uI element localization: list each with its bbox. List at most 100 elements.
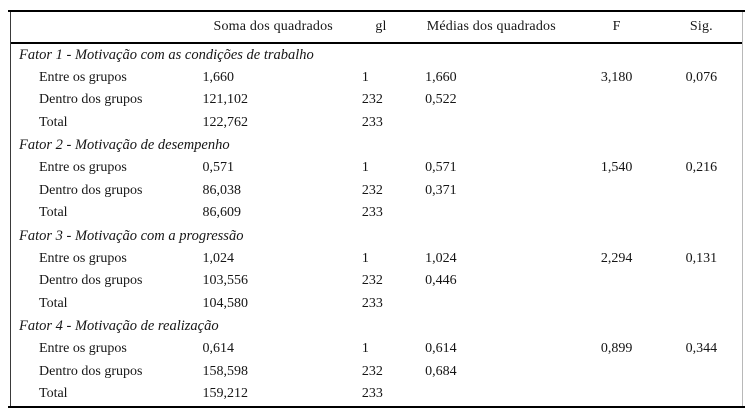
header-row: Soma dos quadrados gl Médias dos quadrad… <box>11 12 742 44</box>
cell-medias: 0,614 <box>425 341 457 357</box>
cell-f <box>573 89 661 112</box>
section-title-row: Fator 3 - Motivação com a progressão <box>11 225 742 248</box>
cell-medias: 0,571 <box>425 160 457 176</box>
row-label: Entre os grupos <box>39 341 127 357</box>
anova-table: Soma dos quadrados gl Médias dos quadrad… <box>11 12 742 406</box>
cell-sig <box>661 270 742 293</box>
cell-gl: 232 <box>361 182 383 198</box>
row-label: Dentro dos grupos <box>39 182 143 198</box>
row-label: Dentro dos grupos <box>39 363 143 379</box>
table-row: Dentro dos grupos 158,598 232 0,684 <box>11 360 742 383</box>
cell-gl: 233 <box>361 295 383 311</box>
cell-soma: 1,024 <box>202 250 235 266</box>
cell-f <box>573 383 661 406</box>
cell-gl: 232 <box>361 92 383 108</box>
cell-f <box>573 270 661 293</box>
row-label: Dentro dos grupos <box>39 273 143 289</box>
row-label: Total <box>39 115 68 131</box>
column-header-f: F <box>572 12 661 44</box>
cell-sig <box>661 112 742 135</box>
row-label: Total <box>39 386 68 402</box>
cell-sig: 0,131 <box>685 250 718 266</box>
cell-soma: 0,614 <box>202 341 235 357</box>
cell-gl: 232 <box>361 363 383 379</box>
section-title: Fator 4 - Motivação de realização <box>19 317 219 334</box>
cell-sig <box>661 383 742 406</box>
cell-sig: 0,076 <box>685 69 718 85</box>
cell-soma: 0,571 <box>202 160 235 176</box>
row-label: Total <box>39 295 68 311</box>
cell-sig <box>661 89 742 112</box>
cell-f <box>573 180 661 203</box>
cell-medias: 0,684 <box>425 363 457 379</box>
table-row: Entre os grupos 0,571 1 0,571 1,540 0,216 <box>11 157 742 180</box>
cell-gl: 1 <box>361 250 369 266</box>
cell-gl: 232 <box>361 273 383 289</box>
row-label: Entre os grupos <box>39 250 127 266</box>
section-title: Fator 3 - Motivação com a progressão <box>19 227 244 244</box>
column-header-empty <box>11 12 195 44</box>
cell-medias <box>410 112 572 135</box>
cell-gl: 1 <box>361 341 369 357</box>
cell-sig <box>661 180 742 203</box>
cell-f <box>573 202 661 225</box>
section-title-row: Fator 4 - Motivação de realização <box>11 315 742 338</box>
cell-medias <box>410 202 572 225</box>
cell-medias: 0,446 <box>425 273 457 289</box>
section-title-row: Fator 1 - Motivação com as condições de … <box>11 43 742 67</box>
cell-f: 1,540 <box>600 160 633 176</box>
column-header-medias: Médias dos quadrados <box>410 12 573 44</box>
table-row: Dentro dos grupos 86,038 232 0,371 <box>11 180 742 203</box>
table-row: Entre os grupos 1,660 1 1,660 3,180 0,076 <box>11 67 742 90</box>
cell-soma: 86,038 <box>202 182 242 198</box>
cell-soma: 86,609 <box>202 205 242 221</box>
cell-f <box>573 360 661 383</box>
anova-table-frame: Soma dos quadrados gl Médias dos quadrad… <box>8 10 745 408</box>
cell-f <box>573 293 661 316</box>
cell-medias: 1,660 <box>425 69 457 85</box>
cell-soma: 103,556 <box>202 273 249 289</box>
cell-sig <box>661 293 742 316</box>
row-label: Entre os grupos <box>39 69 127 85</box>
section-title-row: Fator 2 - Motivação de desempenho <box>11 134 742 157</box>
cell-sig <box>661 360 742 383</box>
column-header-soma: Soma dos quadrados <box>194 12 352 44</box>
cell-medias <box>410 383 572 406</box>
section-title: Fator 2 - Motivação de desempenho <box>19 137 230 154</box>
table-row: Total 104,580 233 <box>11 293 742 316</box>
table-row: Total 122,762 233 <box>11 112 742 135</box>
cell-sig: 0,216 <box>685 160 718 176</box>
cell-gl: 233 <box>361 386 383 402</box>
cell-medias: 1,024 <box>425 250 457 266</box>
table-body: Fator 1 - Motivação com as condições de … <box>11 43 742 406</box>
table-row: Total 159,212 233 <box>11 383 742 406</box>
cell-f: 3,180 <box>600 69 633 85</box>
cell-soma: 104,580 <box>202 295 249 311</box>
cell-f: 2,294 <box>600 250 633 266</box>
cell-gl: 233 <box>361 205 383 221</box>
cell-sig: 0,344 <box>685 341 718 357</box>
section-title: Fator 1 - Motivação com as condições de … <box>19 46 314 63</box>
row-label: Total <box>39 205 68 221</box>
table-row: Dentro dos grupos 121,102 232 0,522 <box>11 89 742 112</box>
cell-soma: 158,598 <box>202 363 249 379</box>
cell-gl: 1 <box>361 160 369 176</box>
anova-table-inner: Soma dos quadrados gl Médias dos quadrad… <box>10 12 743 406</box>
cell-gl: 1 <box>361 69 369 85</box>
table-row: Dentro dos grupos 103,556 232 0,446 <box>11 270 742 293</box>
table-row: Entre os grupos 1,024 1 1,024 2,294 0,131 <box>11 247 742 270</box>
table-header: Soma dos quadrados gl Médias dos quadrad… <box>11 12 742 44</box>
cell-soma: 121,102 <box>202 92 249 108</box>
cell-sig <box>661 202 742 225</box>
cell-medias: 0,371 <box>425 182 457 198</box>
row-label: Entre os grupos <box>39 160 127 176</box>
cell-medias <box>410 293 572 316</box>
row-label: Dentro dos grupos <box>39 92 143 108</box>
cell-f <box>573 112 661 135</box>
cell-soma: 159,212 <box>202 386 249 402</box>
cell-soma: 1,660 <box>202 69 235 85</box>
table-row: Total 86,609 233 <box>11 202 742 225</box>
cell-medias: 0,522 <box>425 92 457 108</box>
cell-f: 0,899 <box>600 341 633 357</box>
cell-soma: 122,762 <box>202 115 249 131</box>
